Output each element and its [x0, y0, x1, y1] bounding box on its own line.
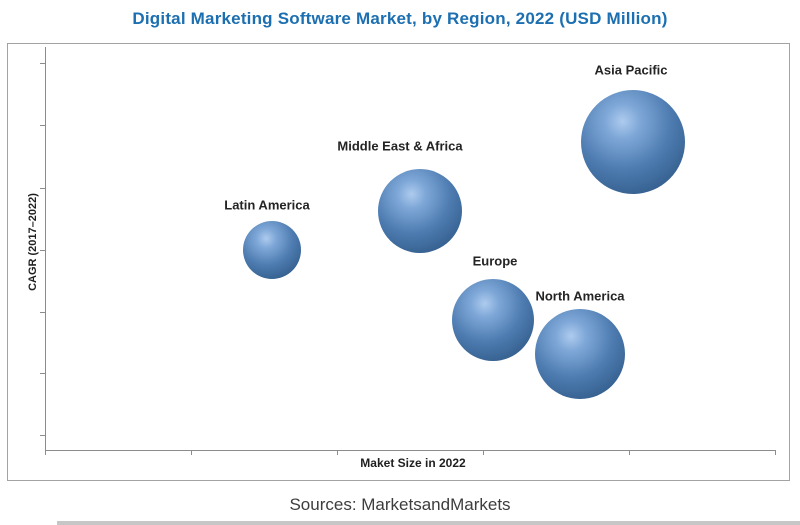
bubble-label-middle-east-africa: Middle East & Africa: [337, 138, 463, 154]
x-axis-label: Maket Size in 2022: [360, 456, 466, 470]
x-axis-tick: [483, 450, 484, 455]
y-axis-tick: [40, 63, 45, 64]
x-axis-tick: [191, 450, 192, 455]
x-axis-tick: [45, 450, 46, 455]
bubble-europe: [452, 279, 534, 361]
x-axis-tick: [775, 450, 776, 455]
y-axis-tick: [40, 435, 45, 436]
bubble-north-america: [535, 309, 625, 399]
bottom-divider: [57, 521, 800, 525]
chart-title: Digital Marketing Software Market, by Re…: [132, 9, 668, 28]
x-axis-tick: [629, 450, 630, 455]
y-axis-line: [45, 47, 46, 450]
bubble-label-latin-america: Latin America: [224, 197, 310, 213]
bubble-label-asia-pacific: Asia Pacific: [594, 62, 668, 78]
y-axis-tick: [40, 250, 45, 251]
bubble-label-north-america: North America: [535, 288, 625, 304]
bubble-latin-america: [243, 221, 301, 279]
y-axis-label: CAGR (2017–2022): [27, 193, 39, 291]
source-note: Sources: MarketsandMarkets: [289, 495, 511, 514]
bubble-middle-east-africa: [378, 169, 462, 253]
y-axis-tick: [40, 125, 45, 126]
y-axis-tick: [40, 188, 45, 189]
bubble-label-europe: Europe: [472, 253, 518, 269]
bubble-asia-pacific: [581, 90, 685, 194]
x-axis-tick: [337, 450, 338, 455]
x-axis-line: [45, 450, 775, 451]
y-axis-tick: [40, 312, 45, 313]
y-axis-tick: [40, 373, 45, 374]
